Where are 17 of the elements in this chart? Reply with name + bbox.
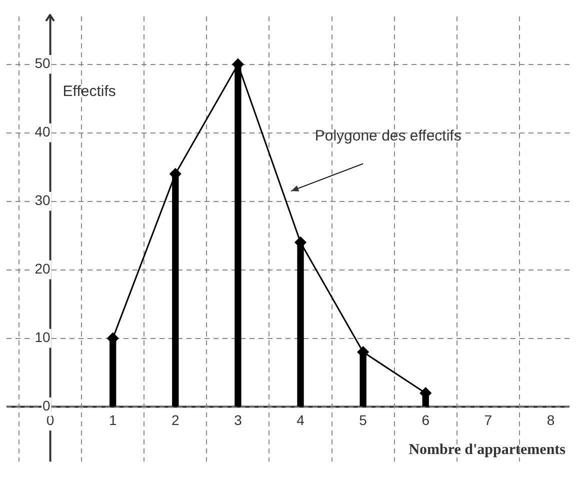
x-tick-label: 8 <box>546 412 555 428</box>
x-tick-label: 6 <box>422 412 430 428</box>
y-tick-label: 40 <box>34 124 50 140</box>
x-tick-label: 3 <box>234 412 242 428</box>
y-tick-label: 20 <box>34 260 50 277</box>
x-axis-title: Nombre d'appartements <box>408 442 566 458</box>
y-axis-title: Effectifs <box>62 82 116 100</box>
y-tick-label: 30 <box>34 192 50 208</box>
text: Polygone des effectifs <box>314 127 462 144</box>
x-tick-label: 1 <box>108 412 117 428</box>
x-tick-label: 7 <box>484 412 492 428</box>
y-tick-label: 10 <box>34 329 50 346</box>
x-tick-label: 5 <box>359 412 368 428</box>
y-tick-label: 0 <box>42 398 50 414</box>
x-tick-label: 2 <box>172 412 180 428</box>
y-tick-label: 50 <box>34 55 50 72</box>
x-tick-label: 4 <box>296 412 305 428</box>
